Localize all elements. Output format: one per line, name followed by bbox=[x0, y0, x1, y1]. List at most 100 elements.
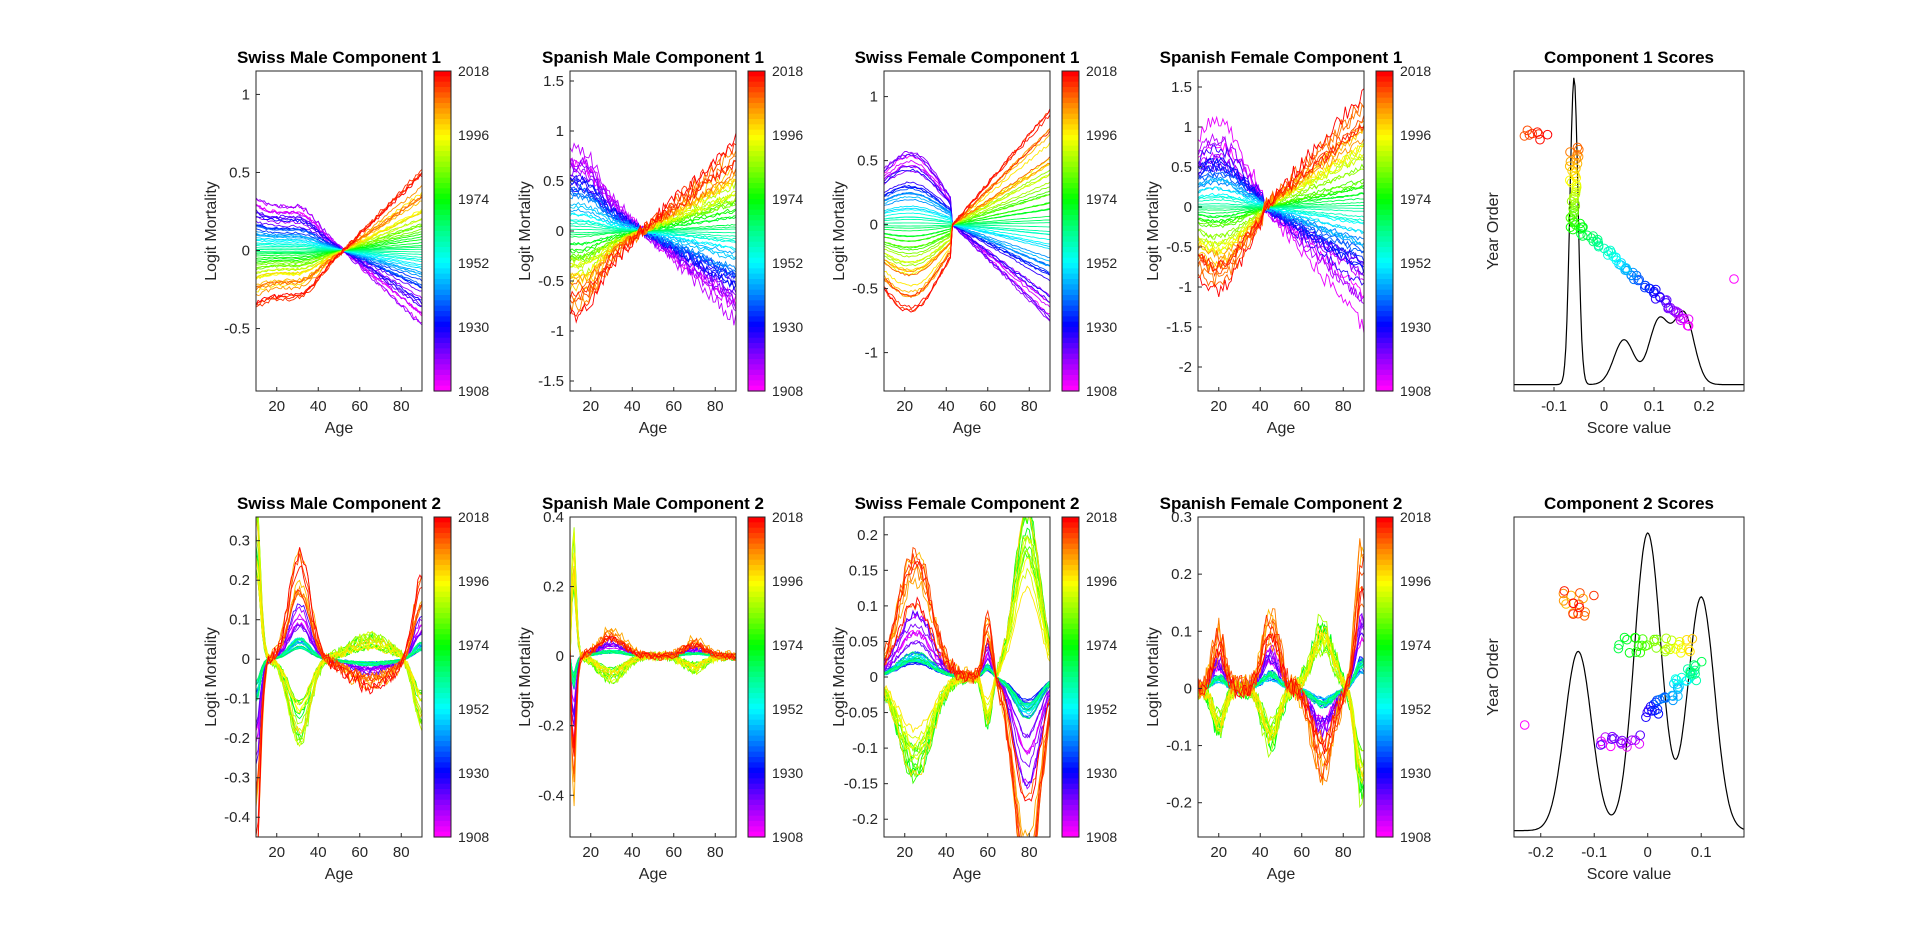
colorbar-cell bbox=[1062, 284, 1079, 291]
score-point bbox=[1573, 152, 1584, 162]
panel-r0c2: 20 40 60 80 1 0.5 0 -0.5 -1 Swiss Female Componen… bbox=[831, 48, 1117, 437]
score-point bbox=[1683, 314, 1694, 325]
colorbar-box bbox=[747, 516, 766, 838]
colorbar-cell bbox=[434, 268, 451, 275]
chart-title: Swiss Female Component 1 bbox=[855, 48, 1080, 67]
colorbar-cell bbox=[434, 735, 451, 742]
colorbar-cell bbox=[1376, 385, 1393, 392]
colorbar-cell bbox=[1062, 97, 1079, 104]
y-tick-label: 0.2 bbox=[229, 572, 250, 589]
colorbar-cell bbox=[434, 655, 451, 662]
colorbar-cell bbox=[1062, 273, 1079, 280]
colorbar-cell bbox=[1062, 156, 1079, 163]
score-point bbox=[1669, 678, 1679, 689]
score-point bbox=[1565, 175, 1575, 186]
axes-box bbox=[883, 70, 1051, 392]
colorbar-cell bbox=[748, 789, 765, 795]
colorbar-cell bbox=[434, 815, 451, 822]
colorbar-cell bbox=[434, 794, 451, 801]
colorbar-cell bbox=[434, 714, 451, 721]
colorbar-cell bbox=[1062, 730, 1079, 737]
panel-r1c4: -0.2 -0.1 0 0.1 Component 2 Scores Score valu… bbox=[1485, 494, 1745, 883]
colorbar-cell bbox=[1062, 295, 1079, 301]
colorbar-cell bbox=[434, 316, 451, 323]
axes-box bbox=[1513, 516, 1745, 838]
colorbar-cell bbox=[748, 655, 765, 662]
colorbar-cell bbox=[1376, 337, 1393, 344]
colorbar-cell bbox=[434, 789, 451, 795]
colorbar-tick-label: 1930 bbox=[1400, 319, 1431, 335]
score-point bbox=[1576, 229, 1586, 239]
colorbar-cell bbox=[434, 375, 451, 381]
score-point bbox=[1568, 224, 1578, 235]
score-point bbox=[1668, 305, 1679, 316]
colorbar-cell bbox=[1376, 364, 1393, 371]
colorbar-tick-label: 1908 bbox=[1086, 383, 1117, 399]
colorbar-cell bbox=[1376, 231, 1393, 237]
score-point bbox=[1640, 280, 1651, 291]
colorbar-cell bbox=[1062, 300, 1079, 307]
colorbar-cell bbox=[1062, 735, 1079, 742]
x-tick-label: 40 bbox=[624, 398, 641, 415]
colorbar-cell bbox=[434, 140, 451, 147]
series-group bbox=[256, 168, 422, 326]
chart-title: Spanish Male Component 2 bbox=[542, 494, 764, 513]
chart-title: Spanish Male Component 1 bbox=[542, 48, 764, 67]
score-point bbox=[1569, 191, 1579, 202]
colorbar-cell bbox=[1376, 332, 1393, 339]
y-tick-label: 0 bbox=[1184, 199, 1192, 216]
colorbar-cell bbox=[1376, 559, 1393, 566]
y-tick-label: -0.1 bbox=[224, 691, 250, 708]
colorbar-tick-label: 1908 bbox=[1400, 829, 1431, 845]
colorbar-cell bbox=[1376, 124, 1393, 131]
colorbar-cell bbox=[1376, 311, 1393, 317]
colorbar-cell bbox=[434, 359, 451, 365]
score-point bbox=[1663, 643, 1674, 653]
colorbar-cell bbox=[748, 348, 765, 355]
series-line bbox=[884, 215, 1050, 232]
colorbar-cell bbox=[1062, 369, 1079, 376]
x-axis-label: Age bbox=[639, 420, 668, 437]
colorbar-cell bbox=[434, 257, 451, 264]
score-point bbox=[1522, 125, 1533, 136]
colorbar-tick-label: 1974 bbox=[1086, 191, 1117, 207]
score-point bbox=[1627, 735, 1637, 746]
series-line bbox=[257, 517, 422, 746]
series-line bbox=[256, 588, 422, 798]
colorbar-cell bbox=[748, 284, 765, 291]
colorbar-cell bbox=[748, 183, 765, 189]
y-tick-label: -0.2 bbox=[1166, 795, 1192, 812]
x-axis-label: Age bbox=[1267, 866, 1296, 883]
score-point bbox=[1616, 739, 1627, 749]
x-tick-label: 0.1 bbox=[1691, 844, 1712, 861]
x-tick-label: 80 bbox=[393, 844, 410, 861]
colorbar-tick-label: 2018 bbox=[458, 509, 489, 525]
score-point bbox=[1606, 734, 1617, 745]
x-axis-label: Score value bbox=[1587, 866, 1672, 883]
colorbar-cell bbox=[748, 257, 765, 264]
score-point bbox=[1637, 640, 1647, 651]
colorbar-cell bbox=[1376, 76, 1393, 83]
colorbar-cell bbox=[434, 87, 451, 93]
series-group bbox=[570, 132, 736, 326]
series-line bbox=[570, 220, 736, 243]
y-tick-label: 1 bbox=[242, 86, 250, 103]
colorbar-cell bbox=[1376, 279, 1393, 285]
chart-title: Swiss Female Component 2 bbox=[855, 494, 1080, 513]
colorbar-cell bbox=[1376, 815, 1393, 822]
colorbar-cell bbox=[1062, 343, 1079, 349]
colorbar-cell bbox=[434, 305, 451, 312]
y-tick-label: -0.5 bbox=[852, 281, 878, 298]
colorbar-cell bbox=[1062, 380, 1079, 387]
score-point bbox=[1558, 596, 1569, 606]
colorbar-cell bbox=[1062, 209, 1079, 216]
colorbar-tick-label: 1930 bbox=[458, 319, 489, 335]
colorbar-cell bbox=[1376, 645, 1393, 651]
x-tick-label: 60 bbox=[1293, 398, 1310, 415]
y-tick-label: -0.5 bbox=[224, 321, 250, 338]
panel-r0c0: 20 40 60 80 1 0.5 0 -0.5 Swiss Male Component 1 A… bbox=[203, 48, 489, 437]
colorbar-tick-label: 1996 bbox=[772, 127, 803, 143]
colorbar-cell bbox=[1062, 199, 1079, 205]
score-point bbox=[1565, 156, 1576, 167]
colorbar-cell bbox=[1062, 538, 1079, 545]
